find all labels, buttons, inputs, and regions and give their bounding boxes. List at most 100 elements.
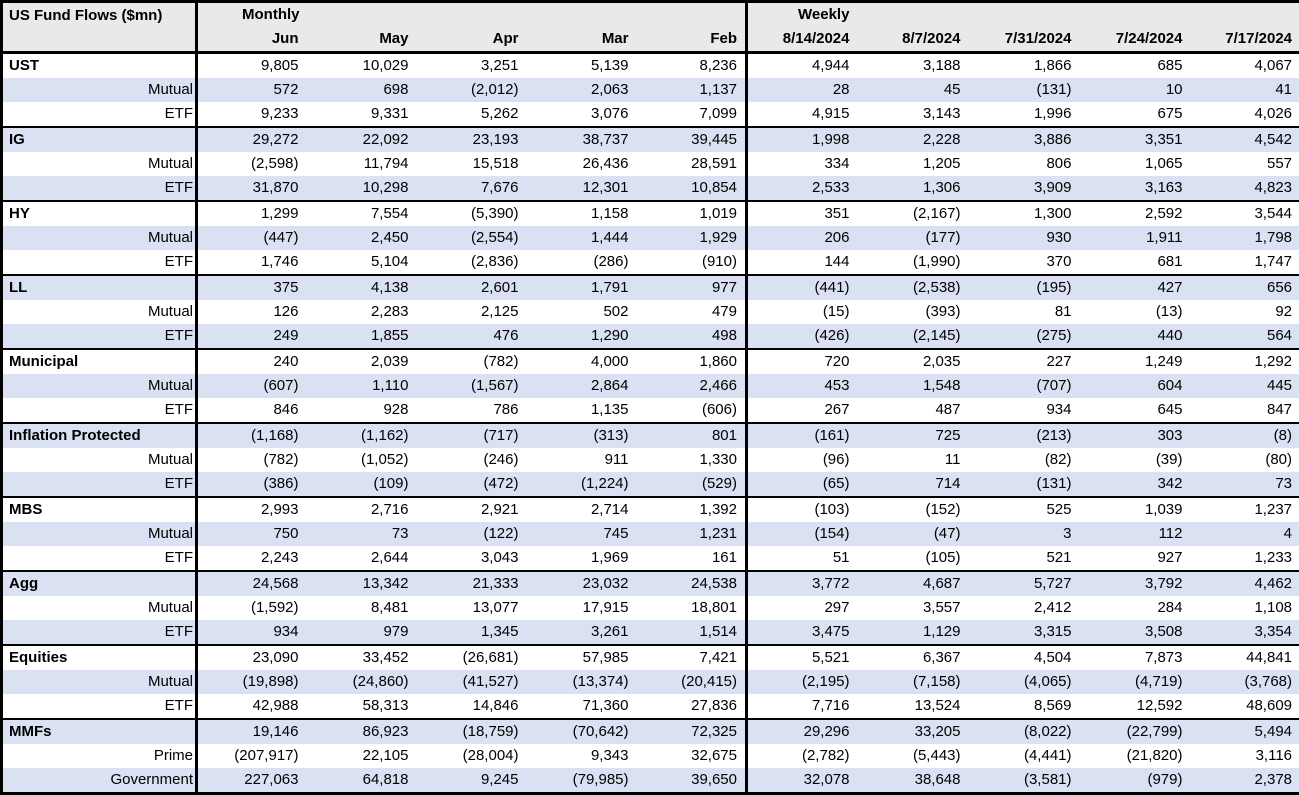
value-cell: 3,043 (417, 546, 527, 571)
table-row: Mutual(19,898)(24,860)(41,527)(13,374)(2… (2, 670, 1299, 694)
value-cell: (782) (417, 349, 527, 374)
value-cell: (1,168) (197, 423, 307, 448)
value-cell: 27,836 (637, 694, 747, 719)
value-cell: 5,521 (747, 645, 858, 670)
value-cell: 2,378 (1191, 768, 1299, 794)
value-cell: (2,195) (747, 670, 858, 694)
value-cell: 24,568 (197, 571, 307, 596)
value-cell: 39,650 (637, 768, 747, 794)
value-cell: 22,092 (307, 127, 417, 152)
value-cell: 297 (747, 596, 858, 620)
row-label: Mutual (2, 152, 197, 176)
value-cell: 21,333 (417, 571, 527, 596)
value-cell: 7,421 (637, 645, 747, 670)
value-cell: (109) (307, 472, 417, 497)
value-cell: 2,412 (969, 596, 1080, 620)
value-cell: 1,137 (637, 78, 747, 102)
value-cell: (20,415) (637, 670, 747, 694)
value-cell: 846 (197, 398, 307, 423)
value-cell: 7,554 (307, 201, 417, 226)
value-cell: 1,791 (527, 275, 637, 300)
value-cell: 18,801 (637, 596, 747, 620)
value-cell: 786 (417, 398, 527, 423)
value-cell: 8,569 (969, 694, 1080, 719)
value-cell: (79,985) (527, 768, 637, 794)
value-cell: (2,782) (747, 744, 858, 768)
value-cell: (1,224) (527, 472, 637, 497)
group-label: MBS (2, 497, 197, 522)
value-cell: 10,298 (307, 176, 417, 201)
value-cell: 42,988 (197, 694, 307, 719)
value-cell: (313) (527, 423, 637, 448)
value-cell: 1,108 (1191, 596, 1299, 620)
value-cell: 161 (637, 546, 747, 571)
value-cell: 13,524 (858, 694, 969, 719)
value-cell: 112 (1080, 522, 1191, 546)
value-cell: 3,251 (417, 53, 527, 79)
value-cell: 11,794 (307, 152, 417, 176)
group-label: Agg (2, 571, 197, 596)
value-cell: 33,452 (307, 645, 417, 670)
value-cell: 4,944 (747, 53, 858, 79)
value-cell: (782) (197, 448, 307, 472)
value-cell: 45 (858, 78, 969, 102)
value-cell: 4,462 (1191, 571, 1299, 596)
value-cell: 22,105 (307, 744, 417, 768)
value-cell: 267 (747, 398, 858, 423)
value-cell: 750 (197, 522, 307, 546)
value-cell: (103) (747, 497, 858, 522)
value-cell: (154) (747, 522, 858, 546)
value-cell: 9,245 (417, 768, 527, 794)
value-cell: 934 (197, 620, 307, 645)
value-cell: (246) (417, 448, 527, 472)
value-cell: (177) (858, 226, 969, 250)
value-cell: (13) (1080, 300, 1191, 324)
value-cell: 1,237 (1191, 497, 1299, 522)
value-cell: 427 (1080, 275, 1191, 300)
value-cell: (207,917) (197, 744, 307, 768)
section-label-monthly: Monthly (197, 2, 747, 28)
value-cell: 3,772 (747, 571, 858, 596)
value-cell: (386) (197, 472, 307, 497)
value-cell: 81 (969, 300, 1080, 324)
section-label-weekly: Weekly (747, 2, 1299, 28)
row-label: Mutual (2, 300, 197, 324)
value-cell: 41 (1191, 78, 1299, 102)
value-cell: 928 (307, 398, 417, 423)
row-label: Prime (2, 744, 197, 768)
value-cell: 3,116 (1191, 744, 1299, 768)
value-cell: 3,076 (527, 102, 637, 127)
value-cell: 3,475 (747, 620, 858, 645)
value-cell: 370 (969, 250, 1080, 275)
value-cell: 1,300 (969, 201, 1080, 226)
value-cell: 17,915 (527, 596, 637, 620)
value-cell: 1,299 (197, 201, 307, 226)
value-cell: 32,078 (747, 768, 858, 794)
value-cell: 847 (1191, 398, 1299, 423)
value-cell: (393) (858, 300, 969, 324)
group-label: Municipal (2, 349, 197, 374)
row-label: Mutual (2, 596, 197, 620)
value-cell: 2,243 (197, 546, 307, 571)
value-cell: (105) (858, 546, 969, 571)
value-cell: (22,799) (1080, 719, 1191, 744)
column-header: 7/31/2024 (969, 27, 1080, 53)
value-cell: (3,581) (969, 768, 1080, 794)
value-cell: 685 (1080, 53, 1191, 79)
value-cell: 1,110 (307, 374, 417, 398)
value-cell: (2,598) (197, 152, 307, 176)
value-cell: 303 (1080, 423, 1191, 448)
value-cell: 645 (1080, 398, 1191, 423)
